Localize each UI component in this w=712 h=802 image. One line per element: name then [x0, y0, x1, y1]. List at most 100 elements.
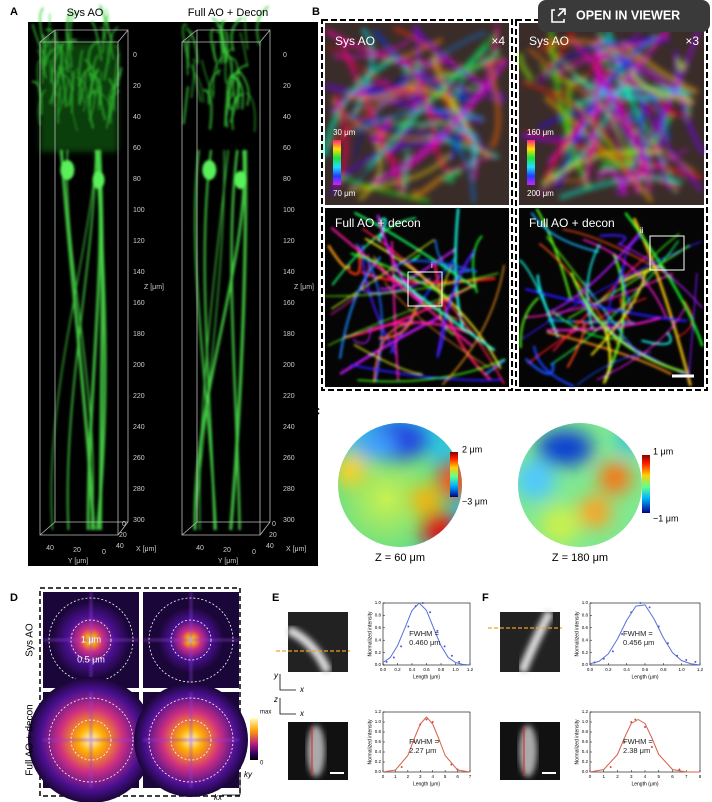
x-axis-title: Length (μm) — [413, 781, 440, 787]
y-tick-label: 0.4 — [582, 749, 589, 754]
colorbar-max: 2 μm — [462, 444, 482, 454]
x-axis-title: Length (μm) — [413, 674, 440, 680]
data-point — [443, 645, 446, 648]
tile-title: Full AO + decon — [529, 216, 615, 230]
depth-colorbar — [333, 140, 341, 185]
neurite — [369, 116, 393, 145]
dendrite — [239, 32, 249, 67]
dendrite — [207, 69, 222, 105]
y-tick-label: 0 — [252, 549, 256, 556]
neurites — [517, 23, 706, 203]
data-point — [623, 741, 626, 743]
soma — [60, 160, 75, 180]
x-tick-label: 7 — [469, 774, 472, 779]
x-tick-label: 40 — [116, 543, 124, 550]
dendrite — [98, 4, 113, 43]
neurite — [539, 64, 587, 85]
data-point — [676, 654, 679, 657]
ring-label: 1 μm — [81, 634, 101, 644]
data-point — [678, 768, 681, 771]
soma — [234, 171, 247, 189]
tile-title: Sys AO — [335, 34, 375, 48]
neurite — [394, 60, 505, 104]
data-point — [400, 645, 403, 648]
depth-label: 200 μm — [527, 189, 554, 198]
button-background[interactable] — [538, 0, 710, 32]
x-tick-label: 0 — [122, 521, 126, 528]
data-point — [630, 611, 633, 614]
z-tick-label: 80 — [133, 176, 141, 183]
neurite — [590, 271, 647, 356]
neurite — [330, 253, 370, 316]
neurite — [547, 319, 634, 324]
ring — [148, 697, 234, 783]
depth-caption: Z = 180 μm — [552, 552, 608, 564]
depth-label: 70 μm — [333, 189, 356, 198]
neurite — [353, 344, 423, 375]
dendrite — [228, 54, 233, 95]
column-title: Sys AO — [67, 7, 104, 19]
y-tick-label: 0 — [102, 549, 106, 556]
dendrite — [182, 86, 189, 125]
neurite — [401, 60, 421, 74]
dendrite — [101, 8, 109, 44]
data-point — [644, 726, 646, 728]
phase-colorbar — [642, 455, 650, 513]
z-tick-label: 280 — [283, 486, 295, 493]
neurite — [388, 25, 422, 156]
depth-caption: Z = 60 μm — [375, 552, 425, 564]
data-point — [609, 766, 612, 768]
neurite — [522, 240, 702, 339]
neurite — [487, 62, 501, 150]
data-point — [621, 633, 624, 635]
x-tick-label: 1.0 — [679, 667, 686, 672]
otf-cross — [43, 692, 139, 788]
x-tick-label: 0.4 — [409, 667, 416, 672]
x-tick-label: 3 — [630, 774, 633, 779]
neurite — [546, 317, 661, 332]
data-point — [458, 660, 461, 663]
neurite — [353, 108, 486, 133]
x-tick-label: 6 — [671, 774, 674, 779]
neurite — [351, 27, 375, 117]
y-tick-label: 0.6 — [582, 739, 589, 744]
dendrite — [187, 30, 194, 68]
roi-label: ii — [640, 226, 644, 235]
data-point — [694, 660, 697, 663]
axis-title: X [μm] — [286, 546, 306, 553]
x-tick-label: 2 — [616, 774, 619, 779]
panel-label: D — [10, 592, 18, 604]
x-tick-label: 20 — [119, 532, 127, 539]
roi-box — [649, 235, 685, 271]
x-tick-label: 7 — [685, 774, 688, 779]
x-tick-label: 0.0 — [587, 667, 594, 672]
ring — [70, 719, 112, 761]
neurite — [517, 53, 535, 82]
y-tick-label: 0.0 — [582, 769, 589, 774]
y-tick-label: 0.2 — [375, 759, 382, 764]
y-tick-label: 0.4 — [582, 637, 589, 642]
neurite — [352, 327, 372, 345]
open-in-viewer-button[interactable]: OPEN IN VIEWER — [538, 0, 710, 32]
x-tick-label: 0.8 — [438, 667, 445, 672]
x-tick-label: 0 — [589, 774, 592, 779]
dendrite — [186, 39, 189, 76]
neurite — [519, 296, 540, 348]
data-point — [630, 721, 633, 723]
neurite — [392, 274, 496, 352]
z-tick-label: 120 — [283, 238, 295, 245]
axial-profile — [519, 725, 537, 777]
neurite — [390, 241, 400, 380]
button-label[interactable]: OPEN IN VIEWER — [576, 8, 680, 22]
profile-images — [276, 609, 562, 780]
dendrite — [245, 92, 256, 132]
dendrite — [230, 16, 243, 52]
data-point — [414, 605, 417, 608]
soma — [92, 171, 105, 189]
data-point — [611, 650, 614, 653]
z-tick-label: 140 — [133, 269, 145, 276]
y-axis-title: Normalized intensity — [367, 719, 373, 765]
apical-dendrite — [203, 149, 216, 531]
data-point — [639, 602, 642, 604]
neurite — [331, 217, 417, 286]
